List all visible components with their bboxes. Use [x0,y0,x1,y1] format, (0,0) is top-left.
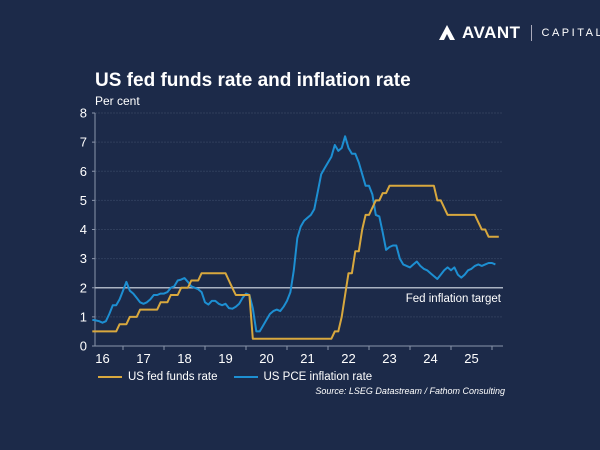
x-tick-label: 17 [136,351,150,366]
legend-swatch-fed-funds [98,376,122,378]
y-tick-label: 7 [80,135,87,150]
chart-title: US fed funds rate and inflation rate [95,70,411,91]
y-tick-label: 6 [80,164,87,179]
y-tick-label: 0 [80,339,87,354]
x-tick-label: 21 [300,351,314,366]
legend-swatch-pce [233,376,258,378]
legend-item-fed-funds: US fed funds rate [98,371,218,383]
legend-label: US fed funds rate [128,371,218,383]
x-tick-label: 25 [464,351,478,366]
x-tick-label: 20 [259,351,273,366]
y-tick-label: 4 [80,222,87,237]
y-axis-unit-label: Per cent [95,94,140,108]
chart-legend: US fed funds rate US PCE inflation rate [98,371,372,383]
logo-divider [530,25,532,41]
logo-suffix: CAPITAL [541,27,600,39]
y-tick-label: 3 [80,251,87,266]
y-tick-label: 5 [80,193,87,208]
logo-brand: AVANT [462,23,521,42]
y-tick-label: 1 [80,309,87,324]
inflation-target-label: Fed inflation target [406,293,502,305]
x-tick-label: 19 [218,351,232,366]
avant-capital-logo: AVANT CAPITAL [438,23,600,43]
x-tick-label: 16 [95,351,109,366]
pce-inflation-line [92,135,496,333]
x-tick-label: 18 [177,351,191,366]
avant-logo-icon [439,25,455,40]
legend-label: US PCE inflation rate [263,371,373,383]
x-tick-label: 24 [423,351,437,366]
y-tick-label: 8 [80,106,87,121]
x-tick-label: 23 [382,351,396,366]
source-note: Source: LSEG Datastream / Fathom Consult… [315,386,505,396]
x-tick-label: 22 [341,351,355,366]
y-tick-label: 2 [80,280,87,295]
legend-item-pce: US PCE inflation rate [233,371,373,383]
fed-funds-rate-line [92,184,499,340]
